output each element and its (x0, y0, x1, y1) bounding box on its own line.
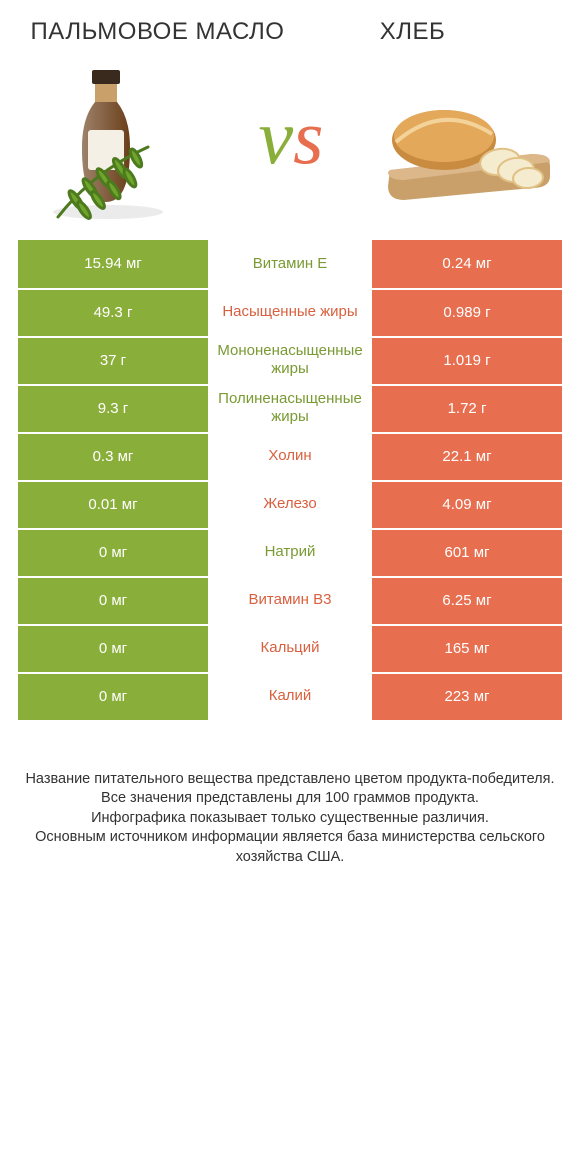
left-value: 15.94 мг (18, 240, 208, 288)
header: Пальмовое масло Хлеб (18, 18, 562, 46)
vs-v: v (259, 93, 294, 180)
table-row: 0.3 мгХолин22.1 мг (18, 432, 562, 480)
left-value: 0.01 мг (18, 480, 208, 528)
nutrient-label: Железо (208, 480, 372, 528)
nutrient-label: Насыщенные жиры (208, 288, 372, 336)
bread-icon (382, 62, 552, 212)
table-row: 0 мгКалий223 мг (18, 672, 562, 720)
footnote-line: Инфографика показывает только существенн… (24, 809, 556, 829)
left-value: 0 мг (18, 576, 208, 624)
right-value: 601 мг (372, 528, 562, 576)
nutrient-label: Натрий (208, 528, 372, 576)
footnote-line: Название питательного вещества представл… (24, 770, 556, 790)
nutrient-label: Полиненасыщенные жиры (208, 384, 372, 432)
right-value: 4.09 мг (372, 480, 562, 528)
vs-label: vs (259, 92, 322, 182)
right-value: 22.1 мг (372, 432, 562, 480)
left-value: 0.3 мг (18, 432, 208, 480)
right-value: 6.25 мг (372, 576, 562, 624)
table-row: 37 гМононенасыщенные жиры1.019 г (18, 336, 562, 384)
footnote-line: Основным источником информации является … (24, 828, 556, 867)
table-row: 9.3 гПолиненасыщенные жиры1.72 г (18, 384, 562, 432)
right-value: 0.24 мг (372, 240, 562, 288)
left-value: 37 г (18, 336, 208, 384)
left-value: 0 мг (18, 528, 208, 576)
left-title: Пальмовое масло (30, 18, 285, 46)
left-value: 9.3 г (18, 384, 208, 432)
left-value: 0 мг (18, 672, 208, 720)
right-value: 165 мг (372, 624, 562, 672)
table-row: 15.94 мгВитамин E0.24 мг (18, 240, 562, 288)
infographic: Пальмовое масло Хлеб (0, 0, 580, 897)
left-value: 0 мг (18, 624, 208, 672)
right-value: 1.019 г (372, 336, 562, 384)
nutrient-label: Холин (208, 432, 372, 480)
table-row: 0 мгНатрий601 мг (18, 528, 562, 576)
nutrient-label: Калий (208, 672, 372, 720)
nutrient-label: Витамин E (208, 240, 372, 288)
nutrient-label: Мононенасыщенные жиры (208, 336, 372, 384)
right-image (382, 52, 552, 222)
table-row: 0 мгКальций165 мг (18, 624, 562, 672)
table-row: 0.01 мгЖелезо4.09 мг (18, 480, 562, 528)
table-row: 49.3 гНасыщенные жиры0.989 г (18, 288, 562, 336)
nutrient-label: Витамин B3 (208, 576, 372, 624)
nutrient-label: Кальций (208, 624, 372, 672)
right-value: 1.72 г (372, 384, 562, 432)
right-value: 223 мг (372, 672, 562, 720)
table-row: 0 мгВитамин B36.25 мг (18, 576, 562, 624)
footnote-line: Все значения представлены для 100 граммо… (24, 789, 556, 809)
footnote: Название питательного вещества представл… (18, 770, 562, 868)
oil-bottle-icon (38, 52, 188, 222)
comparison-table: 15.94 мгВитамин E0.24 мг49.3 гНасыщенные… (18, 240, 562, 720)
hero: vs (18, 52, 562, 240)
right-title: Хлеб (285, 18, 540, 46)
left-image (28, 52, 198, 222)
left-value: 49.3 г (18, 288, 208, 336)
right-value: 0.989 г (372, 288, 562, 336)
vs-s: s (293, 93, 321, 180)
